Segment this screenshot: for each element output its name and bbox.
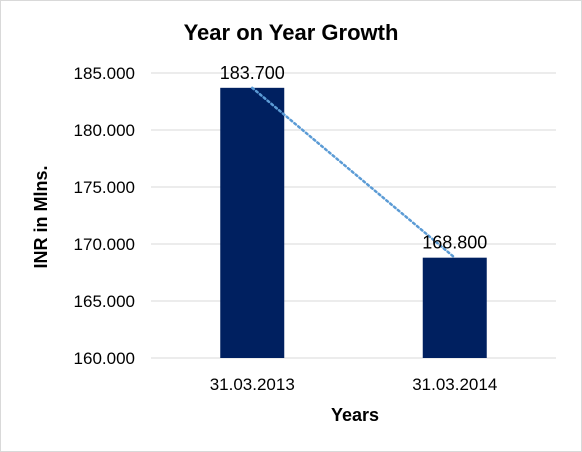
bars: [220, 87, 487, 358]
data-label: 183.700: [220, 63, 285, 83]
x-tick-labels: 31.03.2013 31.03.2014: [210, 375, 498, 394]
trendline: [251, 86, 456, 259]
y-tick-labels: 160.000 165.000 170.000 175.000 180.000 185.0…: [74, 64, 135, 368]
bar-31.03.2014: [422, 257, 487, 358]
y-tick-label: 165.000: [74, 292, 135, 311]
trendline-line: [251, 86, 456, 259]
data-label: 168.800: [422, 233, 487, 253]
gridlines: [151, 72, 556, 359]
y-tick-label: 180.000: [74, 121, 135, 140]
y-tick-label: 175.000: [74, 178, 135, 197]
x-tick-label: 31.03.2013: [210, 375, 295, 394]
data-labels: 183.700 168.800: [220, 63, 488, 253]
bar-31.03.2013: [220, 87, 285, 358]
y-tick-label: 185.000: [74, 64, 135, 83]
x-tick-label: 31.03.2014: [412, 375, 497, 394]
x-axis-title: Years: [331, 405, 379, 425]
y-axis-title: INR in Mlns.: [31, 166, 51, 269]
y-tick-label: 170.000: [74, 235, 135, 254]
y-tick-label: 160.000: [74, 349, 135, 368]
chart-title: Year on Year Growth: [184, 20, 399, 45]
